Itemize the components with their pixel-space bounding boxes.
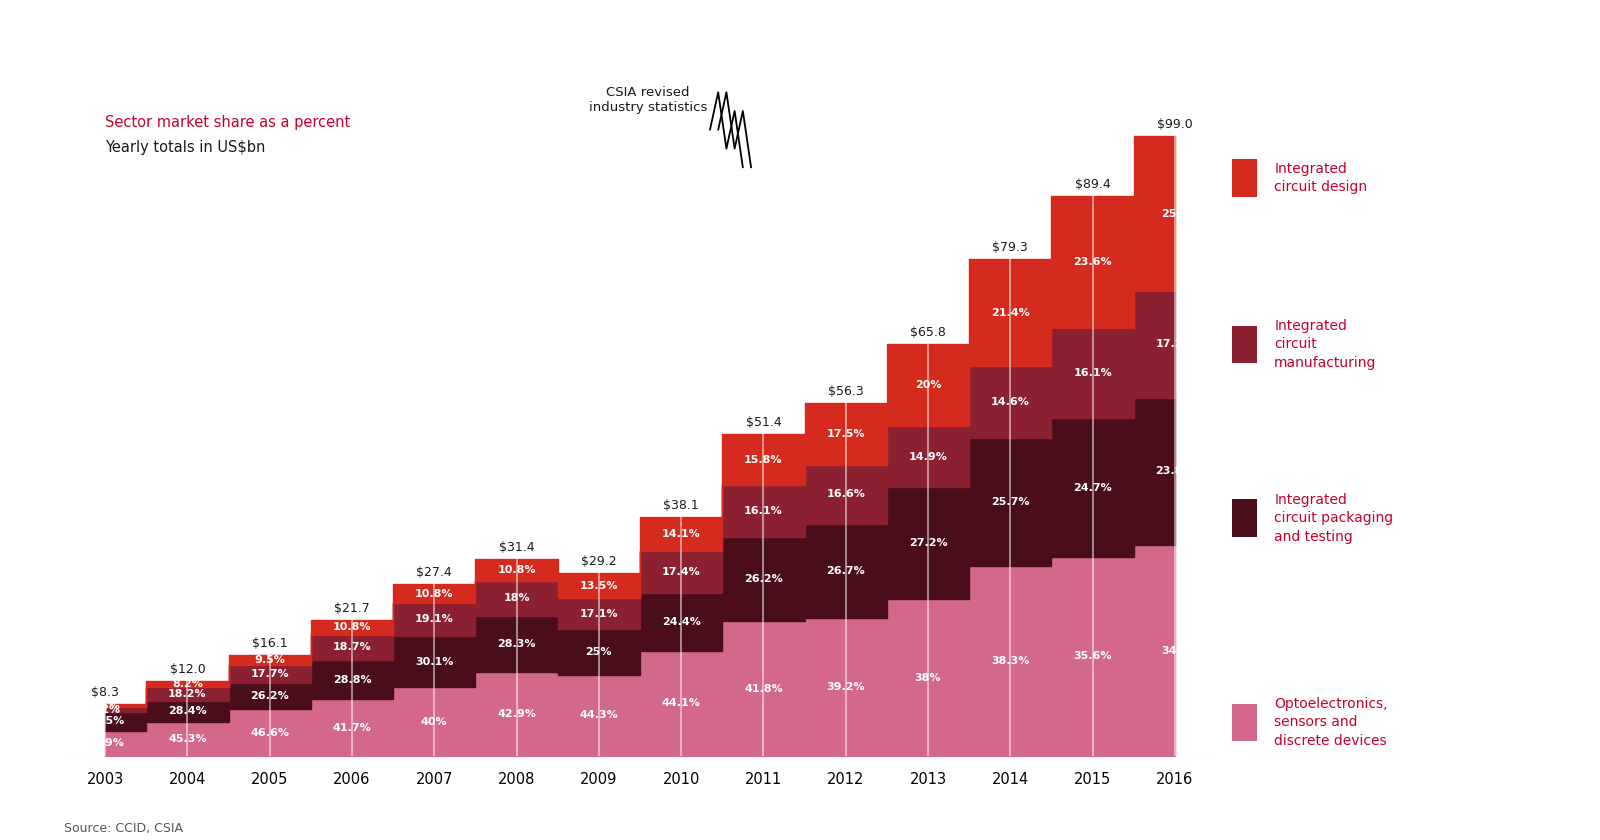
Text: Integrated
circuit
manufacturing: Integrated circuit manufacturing [1274,319,1376,370]
Text: $8.3: $8.3 [91,686,118,699]
Text: $16.1: $16.1 [251,638,288,650]
Text: 19.1%: 19.1% [414,614,454,624]
Text: 21.4%: 21.4% [990,307,1030,318]
Text: 14.6%: 14.6% [990,397,1030,407]
Text: 18.2%: 18.2% [168,689,206,699]
Text: $38.1: $38.1 [664,500,699,512]
FancyBboxPatch shape [1232,160,1256,197]
Text: 14.9%: 14.9% [909,452,947,462]
Text: 30.1%: 30.1% [414,657,453,667]
Text: 34%: 34% [1162,646,1189,655]
Text: $99.0: $99.0 [1157,118,1192,131]
Text: 23.6%: 23.6% [1074,257,1112,267]
Text: 10.8%: 10.8% [333,622,371,633]
Text: 46.6%: 46.6% [250,727,290,738]
Text: 28.4%: 28.4% [168,706,206,717]
Text: 16.1%: 16.1% [1074,369,1112,378]
Text: 17.5%: 17.5% [827,429,866,439]
Text: 24.7%: 24.7% [1074,482,1112,492]
Text: 20%: 20% [915,380,941,390]
Text: 8.2%: 8.2% [171,679,203,689]
Text: 44.1%: 44.1% [662,698,701,708]
Text: 26.7%: 26.7% [826,566,866,575]
Text: 38.3%: 38.3% [990,656,1029,666]
Text: 14.1%: 14.1% [662,529,701,539]
Text: $27.4: $27.4 [416,566,453,580]
Text: 25%: 25% [1162,208,1189,218]
Text: 23.8%: 23.8% [1155,466,1194,476]
Text: 17.1%: 17.1% [579,609,618,618]
Text: 48.9%: 48.9% [86,738,125,748]
Text: 26.2%: 26.2% [250,690,290,701]
Text: 35.6%: 35.6% [1074,651,1112,661]
Text: 25%: 25% [586,647,613,657]
Text: Source: CCID, CSIA: Source: CCID, CSIA [64,822,182,835]
Text: $29.2: $29.2 [581,555,616,569]
Text: CSIA revised
industry statistics: CSIA revised industry statistics [589,86,707,114]
Text: 10.8%: 10.8% [414,589,453,599]
Text: 24.4%: 24.4% [662,617,701,627]
Text: 15.8%: 15.8% [744,455,782,465]
Text: 17.2%: 17.2% [1155,339,1194,349]
Text: 44.3%: 44.3% [579,711,618,721]
Text: 40%: 40% [421,717,448,727]
Text: 16.1%: 16.1% [744,507,782,517]
Text: 16.6%: 16.6% [826,490,866,500]
Text: 28.3%: 28.3% [498,639,536,648]
Text: 42.9%: 42.9% [498,709,536,719]
Text: 17.4%: 17.4% [662,567,701,577]
Text: 45.3%: 45.3% [168,734,206,744]
Text: 41.7%: 41.7% [333,722,371,732]
Text: 39.2%: 39.2% [827,682,866,692]
Text: $65.8: $65.8 [910,326,946,339]
Text: 26.2%: 26.2% [744,575,782,585]
Text: 41.8%: 41.8% [744,684,782,694]
Text: Optoelectronics,
sensors and
discrete devices: Optoelectronics, sensors and discrete de… [1274,697,1387,748]
Text: $21.7: $21.7 [334,602,370,615]
Text: 17.7%: 17.7% [251,669,290,679]
Text: Integrated
circuit packaging
and testing: Integrated circuit packaging and testing [1274,493,1394,543]
Text: 38%: 38% [915,673,941,683]
Text: $56.3: $56.3 [827,386,864,398]
Text: 35.5%: 35.5% [86,717,125,727]
Text: $89.4: $89.4 [1075,178,1110,192]
Text: 10.8%: 10.8% [498,565,536,575]
Text: $79.3: $79.3 [992,241,1029,255]
Text: $12.0: $12.0 [170,663,205,675]
Text: Yearly totals in US$bn: Yearly totals in US$bn [106,140,266,155]
FancyBboxPatch shape [1232,704,1256,741]
Text: 6.5%: 6.5% [90,701,120,711]
Text: 27.2%: 27.2% [909,538,947,549]
Text: 18%: 18% [504,593,530,603]
Text: 9.5%: 9.5% [254,655,285,665]
Text: 25.7%: 25.7% [990,497,1029,507]
Text: 13.5%: 13.5% [579,580,618,591]
Text: $31.4: $31.4 [499,541,534,554]
Text: 9.1%: 9.1% [90,705,120,715]
FancyBboxPatch shape [1232,325,1256,363]
Text: 18.7%: 18.7% [333,643,371,653]
Text: $51.4: $51.4 [746,417,781,429]
Text: Integrated
circuit design: Integrated circuit design [1274,162,1368,194]
FancyBboxPatch shape [1232,499,1256,538]
Text: 28.8%: 28.8% [333,675,371,685]
Text: Sector market share as a percent: Sector market share as a percent [106,115,350,130]
